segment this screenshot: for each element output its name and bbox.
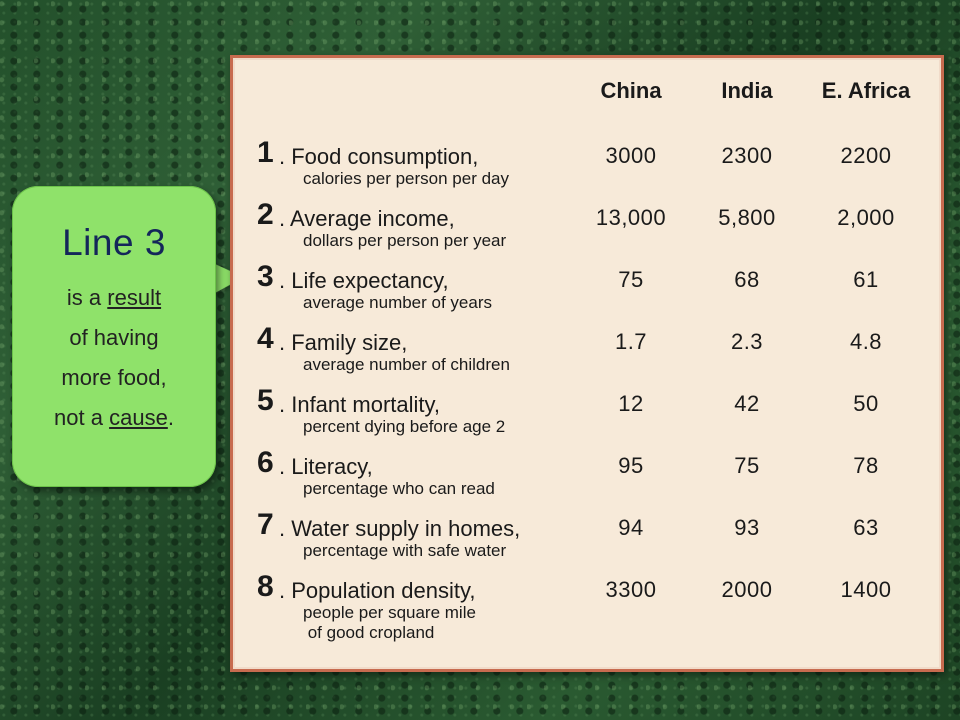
callout-line-2: of having [69, 325, 159, 350]
data-table-panel: China India E. Africa 1. Food consumptio… [230, 55, 944, 672]
row-subtitle: people per square mile [303, 603, 476, 622]
column-header-china: China [600, 78, 662, 103]
column-header-east-africa: E. Africa [821, 78, 911, 103]
row-subtitle: percentage who can read [303, 479, 495, 498]
column-header-india: India [721, 78, 773, 103]
row-subtitle: average number of children [303, 355, 510, 374]
table-cell-east-africa: 1400 [840, 577, 892, 602]
table-cell-india: 2000 [721, 577, 773, 602]
underlined-cause: cause [109, 405, 168, 430]
callout-title: Line 3 [62, 222, 166, 263]
row-number: 8 [257, 570, 274, 603]
row-number: 5 [257, 384, 274, 417]
table-cell-china: 75 [618, 267, 644, 292]
row-number: 7 [257, 508, 274, 541]
table-cell-china: 1.7 [614, 329, 648, 354]
table-row: 5. Infant mortality, percent dying before… [233, 384, 947, 446]
row-number: 3 [257, 260, 274, 293]
row-title: . Population density, [279, 578, 476, 603]
table-cell-india: 93 [734, 515, 760, 540]
table-cell-china: 13,000 [595, 205, 667, 230]
table-cell-china: 94 [618, 515, 644, 540]
table-row: 8. Population density, people per square … [233, 570, 947, 642]
table-cell-east-africa: 50 [853, 391, 879, 416]
table-cell-china: 95 [618, 453, 644, 478]
callout-line-1: is a result [66, 285, 162, 310]
table-row: 4. Family size, average number of childre… [233, 322, 947, 384]
table-cell-india: 75 [734, 453, 760, 478]
table-cell-china: 3300 [605, 577, 657, 602]
table-row: 2. Average income, dollars per person per… [233, 198, 947, 260]
table-cell-india: 5,800 [718, 205, 776, 230]
row-title: . Average income, [279, 206, 455, 231]
row-subtitle: percentage with safe water [303, 541, 507, 560]
row-number: 4 [257, 322, 274, 355]
row-subtitle: average number of years [303, 293, 492, 312]
row-title: . Life expectancy, [279, 268, 449, 293]
row-subtitle: percent dying before age 2 [303, 417, 506, 436]
row-title: . Infant mortality, [279, 392, 440, 417]
callout-line-3: more food, [61, 365, 167, 390]
table-row: 7. Water supply in homes, percentage with… [233, 508, 947, 570]
table-cell-china: 3000 [605, 143, 657, 168]
row-subtitle: calories per person per day [303, 169, 510, 188]
table-cell-india: 42 [734, 391, 760, 416]
row-title: . Family size, [279, 330, 408, 355]
row-subtitle: dollars per person per year [303, 231, 507, 250]
row-number: 1 [257, 136, 274, 169]
table-cell-east-africa: 4.8 [849, 329, 883, 354]
row-title: . Literacy, [279, 454, 373, 479]
row-number: 2 [257, 198, 274, 231]
table-cell-china: 12 [618, 391, 644, 416]
row-subtitle: of good cropland [303, 623, 435, 642]
table-cell-east-africa: 78 [853, 453, 879, 478]
table-cell-india: 2300 [721, 143, 773, 168]
table-row: 3. Life expectancy, average number of yea… [233, 260, 947, 322]
row-title: . Food consumption, [279, 144, 479, 169]
underlined-result: result [107, 285, 162, 310]
row-title: . Water supply in homes, [279, 516, 521, 541]
table-cell-india: 2.3 [730, 329, 764, 354]
table-cell-east-africa: 2,000 [837, 205, 895, 230]
table-cell-east-africa: 61 [853, 267, 879, 292]
callout-body: is a result of having more food, not a c… [12, 278, 216, 438]
table-cell-east-africa: 63 [853, 515, 879, 540]
table-row: 1. Food consumption, calories per person … [233, 136, 947, 198]
callout-line-4: not a cause. [54, 405, 174, 430]
table-cell-india: 68 [734, 267, 760, 292]
row-number: 6 [257, 446, 274, 479]
callout-bubble: Line 3 is a result of having more food, … [12, 186, 216, 487]
table-cell-east-africa: 2200 [840, 143, 892, 168]
table-row: 6. Literacy, percentage who can read 95 75 7… [233, 446, 947, 508]
